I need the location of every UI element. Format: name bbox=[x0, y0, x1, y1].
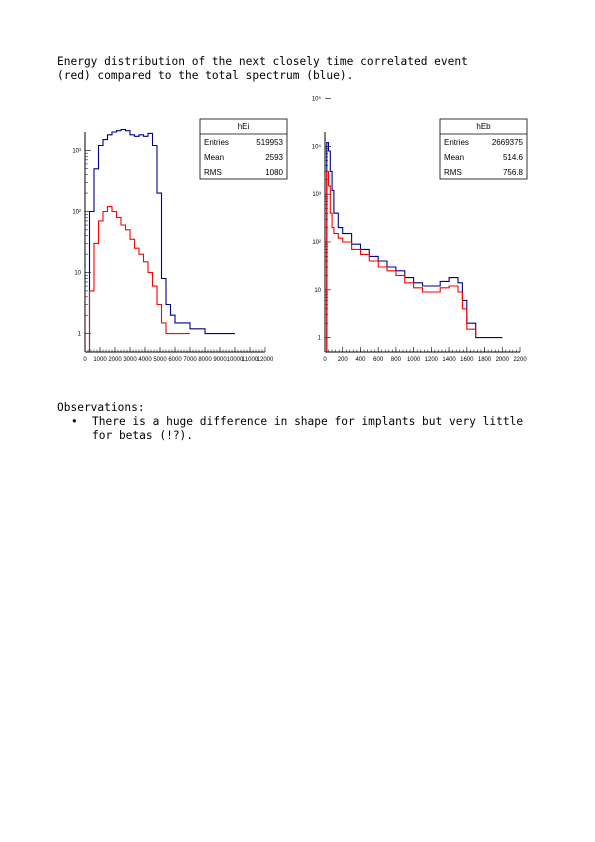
intro-text: Energy distribution of the next closely … bbox=[57, 55, 468, 83]
x-tick-label: 11000 bbox=[242, 357, 259, 363]
total-series-line bbox=[88, 128, 235, 352]
observations-section: Observations: • There is a huge differen… bbox=[57, 401, 537, 443]
x-tick-label: 3000 bbox=[123, 357, 137, 363]
y-tick-label: 10⁴ bbox=[312, 143, 322, 150]
stats-row-value: 514.6 bbox=[503, 153, 524, 162]
x-tick-label: 4000 bbox=[138, 357, 152, 363]
observations-list: • There is a huge difference in shape fo… bbox=[57, 415, 537, 443]
stats-box bbox=[199, 118, 288, 180]
stats-row-label: RMS bbox=[444, 168, 462, 177]
observations-heading: Observations: bbox=[57, 401, 145, 414]
stats-row-label: Entries bbox=[204, 138, 229, 147]
total-series-line bbox=[326, 142, 503, 352]
correlated-series-line bbox=[88, 206, 190, 352]
stats-box-title: hEi bbox=[238, 122, 250, 131]
y-tick-label: 10 bbox=[74, 271, 81, 277]
observation-item: • There is a huge difference in shape fo… bbox=[57, 415, 537, 443]
y-tick-label: 10² bbox=[312, 240, 321, 246]
stats-row-value: 519953 bbox=[256, 138, 283, 147]
beta-histogram-canvas: 0 200 400 600 800 1000 1200 1400 1600 1800 2000 220… bbox=[312, 96, 528, 363]
implant-energy-histogram: 0 1000 2000 3000 4000 5000 6000 7000 8000 9000 100… bbox=[70, 112, 288, 367]
stats-row-label: Entries bbox=[444, 138, 469, 147]
x-tick-label: 6000 bbox=[168, 357, 182, 363]
beta-energy-histogram: 0 200 400 600 800 1000 1200 1400 1600 1800 2000 220… bbox=[305, 96, 528, 367]
x-tick-label: 1000 bbox=[407, 357, 421, 363]
y-tick-label: 1 bbox=[78, 332, 82, 338]
stats-row-value: 756.8 bbox=[503, 168, 524, 177]
x-tick-label: 400 bbox=[355, 357, 366, 363]
x-tick-label: 2000 bbox=[496, 357, 510, 363]
y-tick-label: 10² bbox=[72, 209, 81, 215]
x-tick-label: 2200 bbox=[513, 357, 527, 363]
x-tick-label: 10000 bbox=[227, 357, 244, 363]
stats-row-value: 1080 bbox=[265, 168, 283, 177]
y-tick-label: 10³ bbox=[312, 192, 321, 198]
x-tick-label: 200 bbox=[338, 357, 349, 363]
x-tick-label: 0 bbox=[83, 357, 87, 363]
y-tick-label: 10 bbox=[314, 288, 321, 294]
x-tick-label: 5000 bbox=[153, 357, 167, 363]
x-tick-label: 1800 bbox=[478, 357, 492, 363]
y-tick-label: 1 bbox=[318, 336, 322, 342]
x-tick-label: 2000 bbox=[108, 357, 122, 363]
x-tick-label: 7000 bbox=[183, 357, 197, 363]
x-tick-label: 1600 bbox=[460, 357, 474, 363]
stats-row-label: Mean bbox=[204, 153, 224, 162]
correlated-series-line bbox=[326, 170, 477, 352]
stats-box bbox=[439, 118, 528, 180]
y-tick-label: 10³ bbox=[72, 148, 81, 154]
stats-box-title: hEb bbox=[476, 122, 491, 131]
stats-row-value: 2593 bbox=[265, 153, 283, 162]
x-tick-label: 0 bbox=[323, 357, 327, 363]
stats-row-label: RMS bbox=[204, 168, 222, 177]
implant-histogram-canvas: 0 1000 2000 3000 4000 5000 6000 7000 8000 9000 100… bbox=[72, 118, 288, 363]
stats-row-label: Mean bbox=[444, 153, 464, 162]
x-tick-label: 8000 bbox=[198, 357, 212, 363]
x-tick-label: 12000 bbox=[257, 357, 274, 363]
x-tick-label: 800 bbox=[391, 357, 402, 363]
x-tick-label: 1400 bbox=[442, 357, 456, 363]
observation-text: There is a huge difference in shape for … bbox=[92, 415, 524, 442]
intro-line-1: Energy distribution of the next closely … bbox=[57, 55, 468, 68]
y-tick-label: 10⁵ bbox=[312, 96, 322, 103]
x-tick-label: 1200 bbox=[425, 357, 439, 363]
x-tick-label: 1000 bbox=[93, 357, 107, 363]
bullet-icon: • bbox=[71, 415, 78, 428]
x-tick-label: 9000 bbox=[213, 357, 227, 363]
intro-line-2: (red) compared to the total spectrum (bl… bbox=[57, 69, 354, 82]
stats-row-value: 2669375 bbox=[492, 138, 524, 147]
x-tick-label: 600 bbox=[373, 357, 384, 363]
